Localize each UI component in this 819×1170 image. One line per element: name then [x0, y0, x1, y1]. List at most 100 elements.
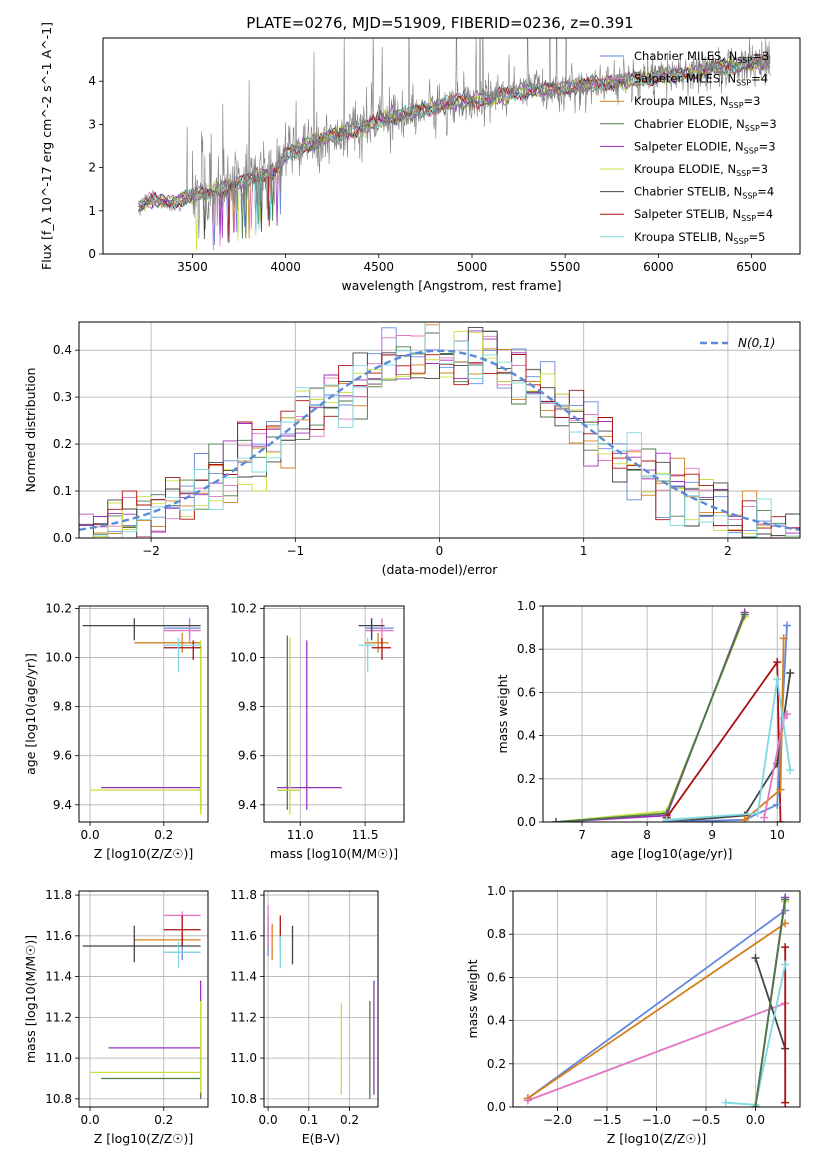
legend-label: Chabrier STELIB, NSSP=4 — [634, 185, 774, 201]
y-tick-label: 0.4 — [517, 729, 536, 743]
x-tick-label: −2 — [142, 544, 160, 558]
plot-area — [552, 608, 795, 822]
x-tick-label: 11.0 — [287, 828, 314, 842]
panel-age-vs-Z: 0.0 0.2 9.4 9.6 9.8 10.0 10.2 Z [log10(Z/Z☉)] ag… — [23, 601, 209, 861]
weight-marker — [773, 675, 782, 684]
y-tick-label: 9.8 — [53, 700, 72, 714]
panel-spectrum: 3500 4000 4500 5000 5500 6000 6500 0 1 2 3 4 wavelen… — [39, 22, 801, 293]
x-tick-label: 11.5 — [352, 828, 379, 842]
errorbar-point — [101, 1058, 202, 1099]
x-tick-label: 0.0 — [81, 1113, 100, 1127]
x-tick-label: 6500 — [736, 260, 767, 274]
y-axis-label: Normed distribution — [23, 368, 38, 493]
errorbar-point — [371, 637, 392, 660]
weight-marker — [753, 809, 762, 818]
y-tick-label: 11.2 — [230, 1010, 257, 1024]
y-tick-label: 0.0 — [517, 815, 536, 829]
x-tick-label: 4000 — [270, 260, 301, 274]
x-tick-label: 0.0 — [746, 1113, 765, 1127]
weight-line — [754, 899, 787, 1107]
x-axis-label: Z [log10(Z/Z☉)] — [607, 1131, 707, 1146]
y-tick-label: 10.2 — [230, 601, 257, 615]
y-axis-label: mass weight — [495, 674, 510, 753]
y-tick-label: 0 — [88, 247, 96, 261]
weight-line — [555, 612, 746, 822]
x-axis-label: E(B-V) — [302, 1131, 341, 1146]
errorbar-point — [163, 618, 201, 643]
y-tick-label: 11.4 — [45, 970, 72, 984]
weight-marker — [721, 1098, 730, 1107]
y-tick-label: 11.8 — [230, 888, 257, 902]
panel-mass-vs-EBV: 0.0 0.1 0.2 10.8 11.0 11.2 11.4 11.6 11.8 E(B-V) — [230, 888, 379, 1146]
weight-marker — [662, 815, 671, 822]
panel-weight-vs-Z: −2.0 −1.5 −1.0 −0.5 0.0 0.0 0.2 0.4 0.6 0.8 1.0 Z [… — [465, 884, 801, 1146]
x-tick-label: 0.2 — [154, 828, 173, 842]
weight-marker — [751, 1103, 760, 1107]
errorbar-point — [365, 618, 394, 643]
errorbar-point — [365, 618, 394, 638]
hist-kroupa-stelib — [79, 322, 800, 538]
errorbar-point — [276, 640, 342, 810]
errorbar-point — [163, 637, 201, 673]
weight-marker — [552, 818, 561, 822]
weight-line — [555, 616, 746, 822]
y-tick-label: 11.8 — [45, 888, 72, 902]
x-tick-label: −2.0 — [543, 1113, 572, 1127]
x-tick-label: 6000 — [643, 260, 674, 274]
y-tick-label: 0.0 — [487, 1100, 506, 1114]
y-tick-label: 1.0 — [517, 599, 536, 613]
legend-label: Kroupa ELODIE, NSSP=3 — [634, 162, 768, 178]
plot-area — [276, 618, 394, 815]
x-tick-label: 10 — [770, 828, 785, 842]
errorbar-point — [163, 941, 201, 969]
y-tick-label: 9.4 — [238, 798, 257, 812]
x-tick-label: 0.2 — [154, 1113, 173, 1127]
weight-marker — [779, 634, 788, 643]
y-tick-label: 11.4 — [230, 970, 257, 984]
axes-frame — [102, 37, 801, 255]
y-tick-label: 11.6 — [230, 929, 257, 943]
hist-chabrier-stelib — [79, 326, 800, 538]
y-tick-label: 2 — [88, 161, 96, 175]
axes-frame — [542, 605, 801, 823]
x-axis-label: age [log10(age/yr)] — [611, 846, 733, 861]
errorbar-point — [358, 618, 385, 641]
x-tick-label: 8 — [643, 828, 651, 842]
legend-label: Kroupa MILES, NSSP=3 — [634, 94, 760, 110]
plot-area — [267, 905, 375, 1099]
weight-marker — [773, 800, 782, 809]
x-tick-label: 0.1 — [299, 1113, 318, 1127]
errorbar-point — [163, 640, 201, 660]
errorbar-point — [90, 640, 202, 815]
y-tick-label: 10.8 — [45, 1092, 72, 1106]
y-tick-label: 0.8 — [517, 642, 536, 656]
weight-marker — [782, 621, 791, 630]
axes-frame — [78, 890, 209, 1108]
x-tick-label: 0 — [436, 544, 444, 558]
legend-label: N(0,1) — [738, 336, 775, 350]
legend-label: Salpeter STELIB, NSSP=4 — [634, 207, 773, 223]
y-tick-label: 10.0 — [45, 651, 72, 665]
x-tick-label: −1.0 — [642, 1113, 671, 1127]
weight-marker — [781, 1098, 790, 1107]
errorbar-point — [163, 915, 201, 947]
x-tick-label: 5500 — [550, 260, 581, 274]
weight-marker — [523, 1096, 532, 1105]
y-tick-label: 1.0 — [487, 884, 506, 898]
errorbar-point — [90, 1001, 202, 1093]
y-tick-label: 0.1 — [53, 484, 72, 498]
errorbar-point — [101, 645, 202, 810]
plot-area — [79, 322, 800, 538]
errorbar-point — [276, 635, 301, 810]
y-tick-label: 0.6 — [517, 685, 536, 699]
y-tick-label: 3 — [88, 117, 96, 131]
y-tick-label: 10.8 — [230, 1092, 257, 1106]
weight-line — [666, 672, 792, 822]
y-tick-label: 0.2 — [487, 1057, 506, 1071]
y-tick-label: 9.6 — [53, 749, 72, 763]
legend-label: Kroupa STELIB, NSSP=5 — [634, 230, 765, 246]
x-axis-label: (data-model)/error — [382, 562, 499, 577]
figure-title: PLATE=0276, MJD=51909, FIBERID=0236, z=0… — [246, 14, 633, 32]
weight-marker — [760, 813, 769, 822]
x-tick-label: 7 — [578, 828, 586, 842]
